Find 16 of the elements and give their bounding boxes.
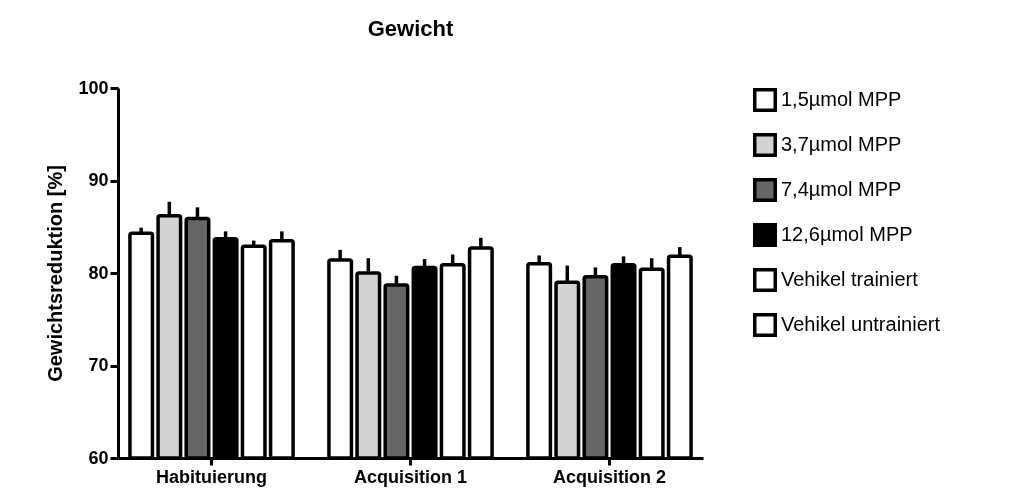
legend-label: 3,7µmol MPP	[781, 133, 902, 155]
x-tick-label: Acquisition 2	[552, 466, 666, 487]
legend-label: 12,6µmol MPP	[781, 223, 913, 245]
y-tick-label: 70	[88, 355, 109, 375]
y-tick-label: 60	[88, 447, 109, 468]
chart-title: Gewicht	[367, 16, 454, 41]
y-tick-label: 90	[88, 170, 109, 190]
y-tick-label: 80	[88, 262, 109, 283]
legend-label: 7,4µmol MPP	[781, 178, 902, 200]
x-tick-label: Habituierung	[156, 466, 268, 487]
legend-label: Vehikel untrainiert	[781, 313, 941, 335]
legend-label: Vehikel trainiert	[781, 268, 919, 290]
y-tick-label: 100	[78, 77, 109, 98]
legend-label: 1,5µmol MPP	[781, 88, 902, 110]
y-axis-title: Gewichtsreduktion [%]	[44, 165, 67, 382]
x-tick-label: Acquisition 1	[353, 466, 468, 487]
